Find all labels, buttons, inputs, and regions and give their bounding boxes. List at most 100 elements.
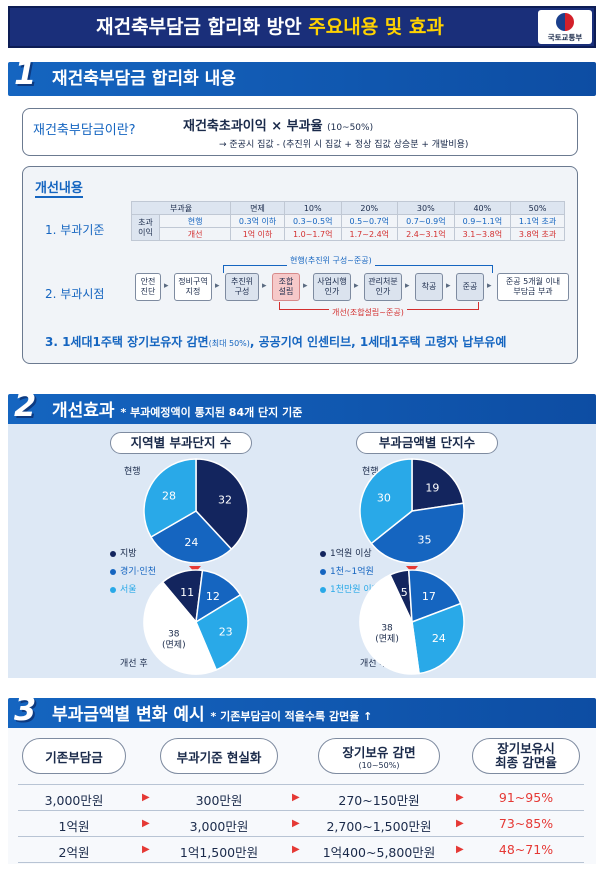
legend-item: 1억원 이상 (320, 546, 372, 559)
title-bar: 재건축부담금 합리화 방안 주요내용 및 효과 국토교통부 (8, 6, 596, 48)
formula-note: → 준공시 집값 - (추진위 시 집값 + 정상 집값 상승분 + 개발비용) (219, 140, 469, 150)
play-arrow-icon: ▶ (456, 844, 464, 855)
step-association: 조합 설립 (272, 273, 300, 301)
label-current-left: 현행 (124, 467, 141, 477)
pie-value-label: 38 (면제) (375, 623, 399, 644)
taegeuk-icon (556, 13, 574, 31)
play-arrow-icon: ▶ (456, 792, 464, 803)
pie-slice (359, 458, 413, 545)
pie-value-label: 11 (180, 586, 194, 599)
arrow-icon: ▸ (446, 281, 451, 291)
formula: 재건축초과이익 × 부과율 (10~50%) (183, 119, 374, 134)
table-cell: 300만원 (195, 793, 243, 808)
pie-value-label: 5 (401, 586, 408, 599)
pie-slice (411, 602, 465, 675)
row-divider (18, 810, 584, 811)
play-arrow-icon: ▶ (142, 844, 150, 855)
pie-slice (143, 581, 218, 675)
item-timing: 2. 부과시점 (45, 287, 105, 301)
row-divider (18, 862, 584, 863)
current-range-label: 현행(추진위 구성~준공) (287, 255, 375, 266)
arrow-icon: ▸ (303, 281, 308, 291)
legend-dot (110, 586, 116, 593)
step-completion: 준공 (456, 273, 484, 301)
row-divider (18, 836, 584, 837)
ministry-logo: 국토교통부 (538, 10, 592, 44)
table-cell: 270~150만원 (338, 793, 420, 808)
pie-value-label: 17 (422, 590, 436, 603)
legend-dot (320, 568, 326, 575)
step-construction-start: 착공 (415, 273, 443, 301)
legend-dot (110, 568, 116, 575)
arrow-icon: ▸ (215, 281, 220, 291)
pie-value-label: 30 (377, 491, 391, 504)
col-header-longterm: 장기보유 감면 (10~50%) (318, 738, 440, 774)
legend-item: 지방 (110, 546, 137, 559)
pie-slice (411, 458, 465, 512)
pie-value-label: 12 (206, 590, 220, 603)
legend-dot (110, 550, 116, 557)
legend-item: 경기·인천 (110, 564, 156, 577)
pie-value-label: 19 (425, 481, 439, 494)
play-arrow-icon: ▶ (292, 844, 300, 855)
chart-title-region: 지역별 부과단지 수 (110, 432, 252, 454)
table-cell: 3,000만원 (189, 819, 249, 834)
table-cell: 1억원 (58, 819, 90, 834)
step-charge: 준공 5개월 이내 부담금 부과 (497, 273, 569, 301)
improvement-title: 개선내용 (35, 177, 83, 198)
table-cell: 1억400~5,800만원 (322, 845, 436, 860)
pie-value-label: 23 (219, 626, 233, 639)
table-cell: 91~95% (498, 790, 554, 805)
pie-slice (370, 502, 465, 564)
col-header-existing: 기존부담금 (22, 738, 126, 774)
legend-dot (320, 550, 326, 557)
section3-header: 부과금액별 변화 예시 * 기존부담금이 적을수록 감면율 ↑ (8, 698, 596, 732)
section3-number: 3 (14, 690, 37, 728)
step-safety-check: 안전 진단 (135, 273, 161, 301)
table-cell: 2,700~1,500만원 (326, 819, 432, 834)
pie-slice (195, 458, 249, 551)
section1-number: 1 (14, 54, 37, 92)
legend-item: 1천~1억원 (320, 564, 374, 577)
legend-item: 서울 (110, 582, 137, 595)
step-zone-designation: 정비구역 지정 (174, 273, 212, 301)
arrow-icon: ▸ (487, 281, 492, 291)
definition-box: 재건축부담금이란? 재건축초과이익 × 부과율 (10~50%) → 준공시 집… (22, 108, 578, 156)
arrow-icon: ▸ (164, 281, 169, 291)
definition-label: 재건축부담금이란? (33, 123, 136, 138)
legend-item: 1천만원 이하 (320, 582, 380, 595)
arrow-icon: ▸ (354, 281, 359, 291)
improved-range-label: 개선(조합설립~준공) (329, 307, 407, 318)
pie-slice (143, 458, 197, 539)
play-arrow-icon: ▶ (456, 818, 464, 829)
col-header-final-rate: 장기보유시 최종 감면율 (472, 738, 580, 774)
step-disposal-approval: 관리처분 인가 (364, 273, 402, 301)
arrow-icon: ▸ (405, 281, 410, 291)
pie-value-label: 35 (417, 534, 431, 547)
logo-text: 국토교통부 (547, 33, 583, 42)
label-current-right: 현행 (362, 467, 379, 477)
pie-value-label: 24 (184, 536, 198, 549)
pie-slice (359, 573, 420, 675)
row-divider (18, 784, 584, 785)
rate-table: 부과율 면제 10% 20% 30% 40% 50% 초과 이익 현행 0.3억… (130, 201, 565, 241)
section1-header: 재건축부담금 합리화 내용 (8, 62, 596, 96)
page-title: 재건축부담금 합리화 방안 주요내용 및 효과 (96, 16, 444, 38)
improvement-box: 개선내용 1. 부과기준 부과율 면제 10% 20% 30% 40% 50% … (22, 166, 578, 364)
play-arrow-icon: ▶ (292, 792, 300, 803)
table-cell: 1억1,500만원 (179, 845, 259, 860)
section2-header: 개선효과 * 부과예정액이 통지된 84개 단지 기준 (8, 394, 596, 428)
table-cell: 73~85% (498, 816, 554, 831)
pie-slice (407, 569, 462, 624)
item-exemptions: 3. 1세대1주택 장기보유자 감면(최대 50%), 공공기여 인센티브, 1… (45, 335, 507, 349)
pie-value-label: 32 (218, 494, 232, 507)
label-after-right: 개선 후 (360, 659, 388, 669)
play-arrow-icon: ▶ (142, 818, 150, 829)
pie-value-label: 24 (432, 632, 446, 645)
table-cell: 48~71% (498, 842, 554, 857)
play-arrow-icon: ▶ (142, 792, 150, 803)
col-header-realization: 부과기준 현실화 (160, 738, 278, 774)
step-project-approval: 사업시행 인가 (313, 273, 351, 301)
item-rate-basis: 1. 부과기준 (45, 223, 105, 237)
